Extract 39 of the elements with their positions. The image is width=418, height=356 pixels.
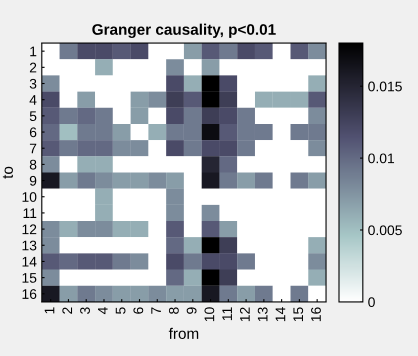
x-tick-label: 15 [293,307,304,322]
y-tick-label: 6 [30,127,36,138]
y-tick-label: 15 [22,273,36,283]
x-axis-title: from [168,328,198,339]
x-tick-label: 4 [98,307,108,314]
y-tick-label: 14 [22,256,37,266]
y-tick-label: 5 [30,111,36,122]
chart-title: Granger causality, p<0.01 [92,24,276,38]
x-tick-label: 12 [240,307,250,322]
y-tick-label: 2 [30,62,36,72]
y-tick-label: 4 [30,95,37,105]
x-tick-label: 14 [276,307,286,322]
color-bar-label: 0.005 [368,225,402,236]
y-tick-label: 16 [22,289,36,299]
y-tick-label: 1 [30,46,36,56]
x-tick-label: 9 [186,307,197,314]
color-bar-label: 0.01 [368,153,394,164]
y-tick-label: 3 [30,78,36,89]
y-tick-label: 12 [22,224,36,234]
x-tick-label: 3 [80,307,90,314]
color-bar-label: 0.015 [368,82,402,92]
x-tick-label: 13 [258,307,268,322]
x-tick-label: 10 [204,307,214,322]
y-tick-label: 13 [22,240,36,250]
x-tick-label: 11 [222,307,232,320]
x-tick-label: 1 [44,307,54,314]
y-tick-label: 7 [30,144,36,154]
x-tick-label: 8 [168,307,179,314]
x-tick-label: 5 [116,307,126,314]
y-tick-label: 10 [22,192,36,202]
x-tick-label: 7 [151,307,161,314]
y-tick-label: 9 [30,176,36,186]
color-bar-label: 0 [368,297,375,308]
y-tick-label: 8 [30,160,36,170]
x-tick-label: 16 [311,307,321,322]
x-tick-label: 2 [62,307,72,314]
y-axis-title: to [2,166,13,179]
x-tick-label: 6 [133,307,144,314]
y-tick-label: 11 [24,208,36,218]
